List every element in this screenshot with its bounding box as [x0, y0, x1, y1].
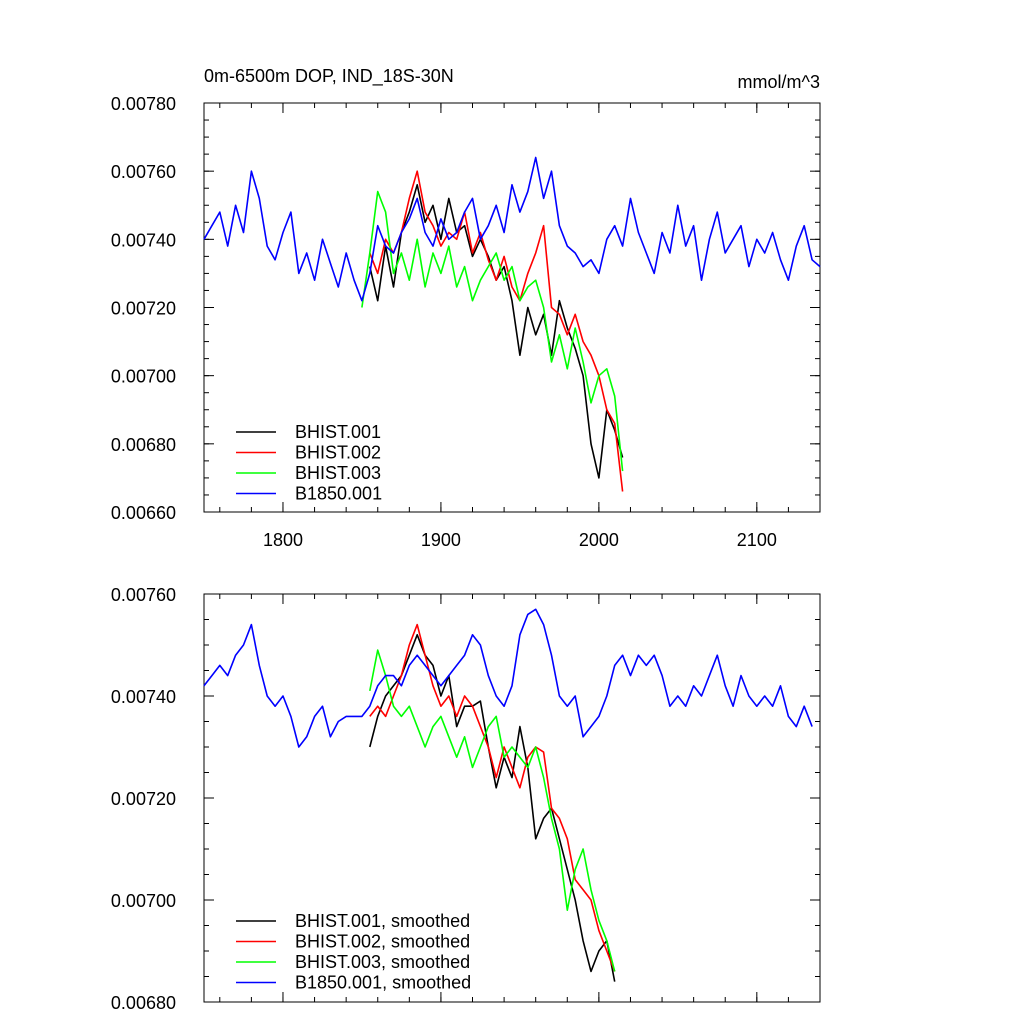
- legend-label: BHIST.003, smoothed: [295, 952, 470, 972]
- legend-label: B1850.001, smoothed: [295, 973, 471, 993]
- y-tick-label: 0.00760: [111, 162, 176, 182]
- series-line-bhist-001-smoothed: [369, 633, 616, 982]
- y-tick-label: 0.00780: [111, 94, 176, 114]
- y-tick-label: 0.00720: [111, 299, 176, 319]
- series-line-bhist-003: [361, 190, 624, 472]
- legend-label: BHIST.001: [295, 422, 381, 442]
- y-tick-label: 0.00740: [111, 230, 176, 250]
- y-tick-label: 0.00680: [111, 993, 176, 1013]
- series-line-bhist-002: [369, 170, 624, 492]
- legend-label: BHIST.002: [295, 443, 381, 463]
- y-tick-label: 0.00680: [111, 435, 176, 455]
- series-line-b1850-001-smoothed: [203, 608, 813, 748]
- chart-units: mmol/m^3: [738, 72, 820, 92]
- y-tick-label: 0.00760: [111, 585, 176, 605]
- legend-label: B1850.001: [295, 484, 382, 504]
- legend-label: BHIST.002, smoothed: [295, 932, 470, 952]
- legend-label: BHIST.003: [295, 463, 381, 483]
- series-line-bhist-001: [369, 184, 624, 479]
- y-tick-label: 0.00700: [111, 891, 176, 911]
- y-tick-label: 0.00740: [111, 687, 176, 707]
- y-tick-label: 0.00700: [111, 367, 176, 387]
- x-tick-label: 1900: [421, 530, 461, 550]
- chart-title: 0m-6500m DOP, IND_18S-30N: [204, 66, 454, 87]
- y-tick-label: 0.00660: [111, 503, 176, 523]
- series-line-bhist-003-smoothed: [369, 649, 616, 972]
- y-tick-label: 0.00720: [111, 789, 176, 809]
- legend-label: BHIST.001, smoothed: [295, 911, 470, 931]
- series-line-b1850-001: [203, 156, 821, 302]
- x-tick-label: 1800: [263, 530, 303, 550]
- x-tick-label: 2100: [737, 530, 777, 550]
- x-tick-label: 2000: [579, 530, 619, 550]
